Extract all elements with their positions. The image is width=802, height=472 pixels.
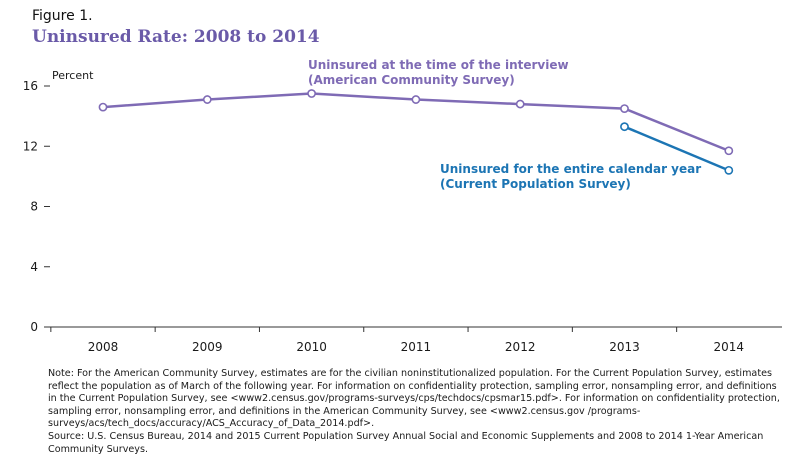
acs-data-point bbox=[307, 89, 316, 98]
y-tick-label: 8 bbox=[30, 200, 38, 214]
note-text: Note: For the American Community Survey,… bbox=[48, 368, 780, 430]
line-chart: 0 4 8 12 16 Percent 2008 2009 2010 2011 2012 2013… bbox=[23, 58, 782, 354]
cps-data-point bbox=[620, 122, 629, 132]
x-tick-label: 2014 bbox=[714, 340, 745, 354]
cps-data-point bbox=[724, 165, 734, 175]
x-tick-label: 2009 bbox=[192, 340, 223, 354]
cps-series-line bbox=[624, 125, 730, 172]
x-axis-ticks bbox=[50, 327, 678, 332]
y-tick-label: 0 bbox=[30, 320, 38, 334]
x-tick-label: 2011 bbox=[401, 340, 432, 354]
series-labels: Uninsured at the time of the interview (… bbox=[308, 58, 705, 191]
x-tick-label: 2013 bbox=[609, 340, 640, 354]
acs-data-point bbox=[724, 146, 734, 156]
y-tick-label: 16 bbox=[23, 79, 38, 93]
source-text: Source: U.S. Census Bureau, 2014 and 201… bbox=[48, 430, 764, 455]
acs-data-point bbox=[411, 95, 421, 104]
acs-label-line1: Uninsured at the time of the interview bbox=[308, 58, 569, 72]
acs-label-line2: (American Community Survey) bbox=[308, 73, 515, 87]
acs-series-label: Uninsured at the time of the interview (… bbox=[308, 58, 573, 87]
cps-label-line2: (Current Population Survey) bbox=[440, 177, 631, 191]
y-tick-label: 4 bbox=[30, 260, 38, 274]
acs-data-point bbox=[202, 95, 212, 104]
cps-series-label: Uninsured for the entire calendar year (… bbox=[440, 162, 705, 191]
x-tick-label: 2008 bbox=[88, 340, 119, 354]
acs-data-point bbox=[620, 104, 629, 113]
x-tick-label: 2012 bbox=[505, 340, 536, 354]
chart-title: Uninsured Rate: 2008 to 2014 bbox=[32, 27, 320, 47]
y-axis-labels: 0 4 8 12 16 bbox=[23, 79, 50, 334]
y-axis-title: Percent bbox=[52, 69, 94, 82]
figure-label: Figure 1. bbox=[32, 8, 93, 24]
acs-data-point bbox=[515, 99, 525, 109]
footnote: Note: For the American Community Survey,… bbox=[48, 368, 788, 456]
cps-label-line1: Uninsured for the entire calendar year bbox=[440, 162, 701, 176]
acs-data-point bbox=[98, 102, 108, 112]
x-tick-label: 2010 bbox=[296, 340, 327, 354]
series-lines bbox=[102, 92, 730, 172]
y-tick-label: 12 bbox=[23, 139, 38, 153]
x-axis-labels: 2008 2009 2010 2011 2012 2013 2014 bbox=[88, 340, 744, 354]
series-markers bbox=[98, 89, 734, 175]
